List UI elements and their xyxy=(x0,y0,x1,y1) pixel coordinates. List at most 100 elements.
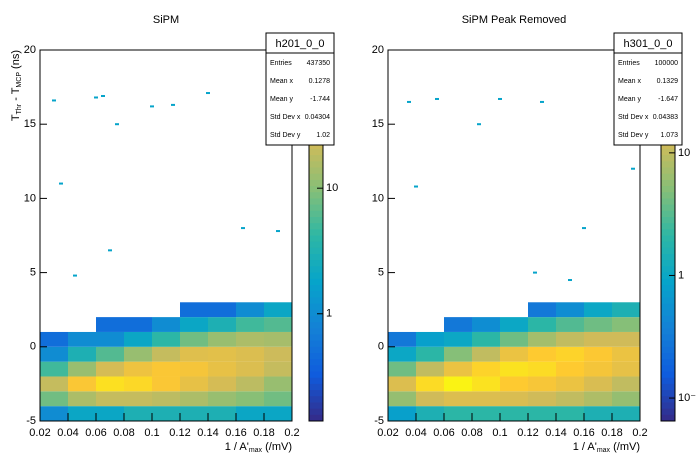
subscript: Thr xyxy=(16,103,23,114)
heatmap-cell xyxy=(500,376,528,392)
heatmap-cell xyxy=(584,361,612,377)
colorbar-step xyxy=(309,260,323,267)
heatmap-cell xyxy=(68,376,96,392)
x-tick-label: 0.04 xyxy=(57,427,78,439)
heatmap-cell xyxy=(388,376,416,392)
colorbar-step xyxy=(309,254,323,261)
colorbar-step xyxy=(309,402,323,410)
colorbar-step xyxy=(309,278,323,286)
heatmap-cell xyxy=(612,331,640,347)
x-tick-label: 0.12 xyxy=(169,427,190,439)
colorbar-step xyxy=(309,198,323,206)
heatmap-cell xyxy=(388,346,416,362)
colorbar-tick-label: 1 xyxy=(326,308,332,320)
heatmap-cell xyxy=(152,331,180,347)
y-tick-label: 15 xyxy=(372,118,384,130)
heatmap-cell xyxy=(124,376,152,392)
heatmap-cell xyxy=(208,376,236,392)
colorbar-step xyxy=(309,247,323,255)
x-tick-label: 0.14 xyxy=(197,427,218,439)
heatmap-cell xyxy=(124,331,152,347)
colorbar-step xyxy=(661,377,675,385)
heatmap-cell xyxy=(612,346,640,362)
stats-value: -1.647 xyxy=(658,96,678,103)
heatmap-cell xyxy=(388,406,416,421)
heatmap-cell xyxy=(96,391,124,407)
label-part: T xyxy=(10,114,22,121)
heatmap-cell xyxy=(416,331,444,347)
heatmap-cell xyxy=(416,391,444,407)
colorbar-step xyxy=(309,390,323,397)
colorbar-step xyxy=(309,365,323,373)
heatmap-cell xyxy=(40,346,68,362)
colorbar-step xyxy=(309,383,323,391)
colorbar-step xyxy=(661,402,675,410)
heatmap-cell xyxy=(556,361,584,377)
colorbar-step xyxy=(309,186,323,193)
colorbar-tick-label: 1 xyxy=(678,269,684,281)
x-tick-label: 0.06 xyxy=(85,427,106,439)
label-part: (ns) xyxy=(10,50,22,72)
x-tick-label: 0.2 xyxy=(284,427,299,439)
subscript: MCP xyxy=(16,72,23,88)
y-tick-label: 5 xyxy=(30,267,36,279)
colorbar-step xyxy=(661,210,675,218)
outlier-point xyxy=(498,97,502,100)
outlier-point xyxy=(276,230,280,233)
heatmap-cell xyxy=(500,346,528,362)
heatmap-cell xyxy=(472,361,500,377)
heatmap-cell xyxy=(68,391,96,407)
heatmap-cell xyxy=(500,361,528,377)
heatmap-cell xyxy=(584,391,612,407)
heatmap-cell xyxy=(472,331,500,347)
colorbar-step xyxy=(309,303,323,311)
heatmap-cell xyxy=(208,331,236,347)
heatmap-cell xyxy=(612,302,640,318)
heatmap-cell xyxy=(500,391,528,407)
heatmap-cell xyxy=(68,346,96,362)
heatmap-cell xyxy=(584,376,612,392)
outlier-point xyxy=(477,123,481,126)
heatmap-cell xyxy=(584,346,612,362)
colorbar-step xyxy=(309,414,323,422)
colorbar-step xyxy=(661,186,675,193)
outlier-point xyxy=(407,100,411,103)
colorbar-step xyxy=(661,192,675,199)
x-tick-label: 0.18 xyxy=(601,427,622,439)
x-tick-label: 0.06 xyxy=(433,427,454,439)
colorbar-step xyxy=(661,142,675,150)
heatmap-cell xyxy=(68,361,96,377)
heatmap-cell xyxy=(388,331,416,347)
heatmap-cell xyxy=(40,331,68,347)
heatmap-cell xyxy=(152,317,180,332)
colorbar-step xyxy=(661,303,675,311)
heatmap-cell xyxy=(612,361,640,377)
colorbar-step xyxy=(661,315,675,323)
heatmap-cell xyxy=(180,391,208,407)
colorbar-step xyxy=(309,377,323,385)
colorbar-step xyxy=(309,266,323,274)
colorbar-step xyxy=(661,278,675,286)
colorbar-step xyxy=(309,204,323,212)
heatmap-cell xyxy=(444,406,472,421)
x-tick-label: 0.1 xyxy=(492,427,507,439)
heatmap-cell xyxy=(612,391,640,407)
heatmap-cell xyxy=(584,317,612,332)
heatmap-cell xyxy=(236,391,264,407)
x-tick-label: 0.08 xyxy=(113,427,134,439)
outlier-point xyxy=(73,274,77,277)
outlier-point xyxy=(52,99,56,102)
heatmap-cell xyxy=(68,331,96,347)
colorbar-step xyxy=(661,408,675,416)
colorbar-step xyxy=(309,272,323,280)
outlier-point xyxy=(568,279,572,282)
colorbar-step xyxy=(309,322,323,329)
heatmap-cell xyxy=(124,391,152,407)
heatmap-cell xyxy=(416,346,444,362)
colorbar-step xyxy=(661,179,675,187)
colorbar-tick-label: 10 xyxy=(678,147,690,159)
heatmap-cell xyxy=(444,346,472,362)
stats-value: -1.744 xyxy=(310,96,330,103)
heatmap-cell xyxy=(556,391,584,407)
